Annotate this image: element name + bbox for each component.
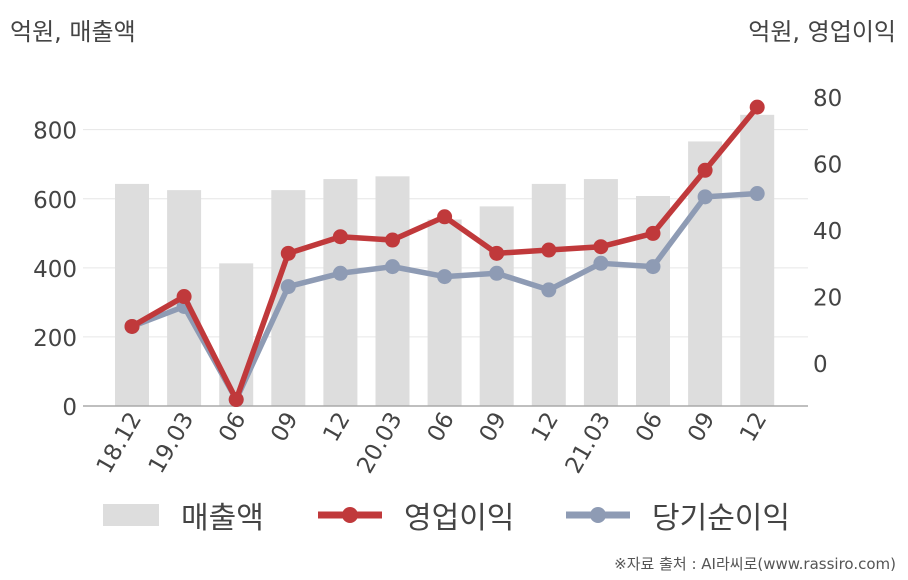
operating-profit-point <box>176 289 192 305</box>
right-tick-label: 80 <box>813 86 842 112</box>
operating-profit-point <box>489 245 505 261</box>
revenue-bar <box>115 183 149 406</box>
x-tick-label: 20.03 <box>352 408 407 478</box>
revenue-bar <box>740 114 775 407</box>
net-profit-point <box>697 189 713 205</box>
net-profit-point <box>437 269 453 285</box>
legend-label-operating-profit: 영업이익 <box>404 501 515 536</box>
legend-label-net-profit: 당기순이익 <box>652 501 790 536</box>
x-tick-label: 09 <box>266 408 303 446</box>
right-axis-unit: 억원, 영업이익 <box>748 18 896 46</box>
operating-profit-point <box>124 318 140 334</box>
right-tick-label: 40 <box>813 219 842 245</box>
x-tick-label: 18.12 <box>92 408 147 478</box>
operating-profit-point <box>385 232 400 248</box>
legend-net-profit-swatch <box>566 507 630 523</box>
net-profit-point <box>332 265 348 281</box>
net-profit-point <box>749 186 765 202</box>
operating-profit-point <box>280 245 296 261</box>
x-tick-label: 19.03 <box>144 408 199 478</box>
operating-profit-point <box>437 209 453 225</box>
x-tick-label: 12 <box>527 408 564 446</box>
left-tick-label: 400 <box>33 257 77 283</box>
revenue-bar <box>427 219 462 406</box>
revenue-bar <box>479 206 514 406</box>
legend-item-revenue: 매출액 <box>103 490 264 540</box>
net-profit-point <box>541 282 557 298</box>
x-tick-label: 09 <box>475 408 512 446</box>
revenue-bar <box>271 190 306 406</box>
right-axis-ticks: 0 20 40 60 80 <box>813 86 842 378</box>
legend-label-revenue: 매출액 <box>181 501 264 536</box>
right-tick-label: 60 <box>813 153 842 179</box>
left-axis-ticks: 0 200 400 600 800 <box>33 119 77 421</box>
revenue-bar <box>219 263 254 406</box>
legend-revenue-swatch <box>103 504 159 526</box>
operating-profit-point <box>228 392 244 408</box>
operating-profit-point <box>593 239 609 255</box>
revenue-bar <box>323 179 358 406</box>
right-tick-label: 20 <box>813 286 842 312</box>
net-profit-point <box>645 259 661 275</box>
net-profit-point <box>489 265 505 281</box>
operating-profit-point <box>697 162 713 178</box>
net-profit-point <box>385 259 400 275</box>
operating-profit-point <box>645 225 661 241</box>
x-tick-label: 09 <box>683 408 720 446</box>
x-tick-label: 06 <box>423 408 460 446</box>
left-axis-unit: 억원, 매출액 <box>10 18 136 46</box>
legend-item-net-profit: 당기순이익 <box>566 490 790 540</box>
legend-operating-profit-swatch <box>318 507 382 523</box>
x-tick-label: 06 <box>214 408 251 446</box>
x-tick-label: 06 <box>631 408 668 446</box>
operating-profit-point <box>541 242 557 258</box>
revenue-bar <box>583 179 618 406</box>
profit-lines <box>124 99 765 408</box>
left-tick-label: 200 <box>33 326 77 352</box>
operating-profit-point <box>749 99 765 115</box>
x-tick-label: 21.03 <box>561 408 616 478</box>
legend: 매출액 영업이익 당기순이익 <box>0 490 908 540</box>
left-tick-label: 0 <box>62 395 77 421</box>
net-profit-point <box>593 255 609 271</box>
right-tick-label: 0 <box>813 352 828 378</box>
net-profit-point <box>280 279 296 295</box>
revenue-bar <box>375 176 410 406</box>
x-tick-label: 12 <box>735 408 772 446</box>
legend-item-operating-profit: 영업이익 <box>318 490 514 540</box>
operating-profit-point <box>332 229 348 245</box>
source-note: ※자료 출처 : AI라씨로(www.rassiro.com) <box>614 555 896 573</box>
revenue-bars <box>115 114 775 407</box>
left-tick-label: 600 <box>33 188 77 214</box>
x-tick-label: 12 <box>318 408 355 446</box>
left-tick-label: 800 <box>33 119 77 145</box>
